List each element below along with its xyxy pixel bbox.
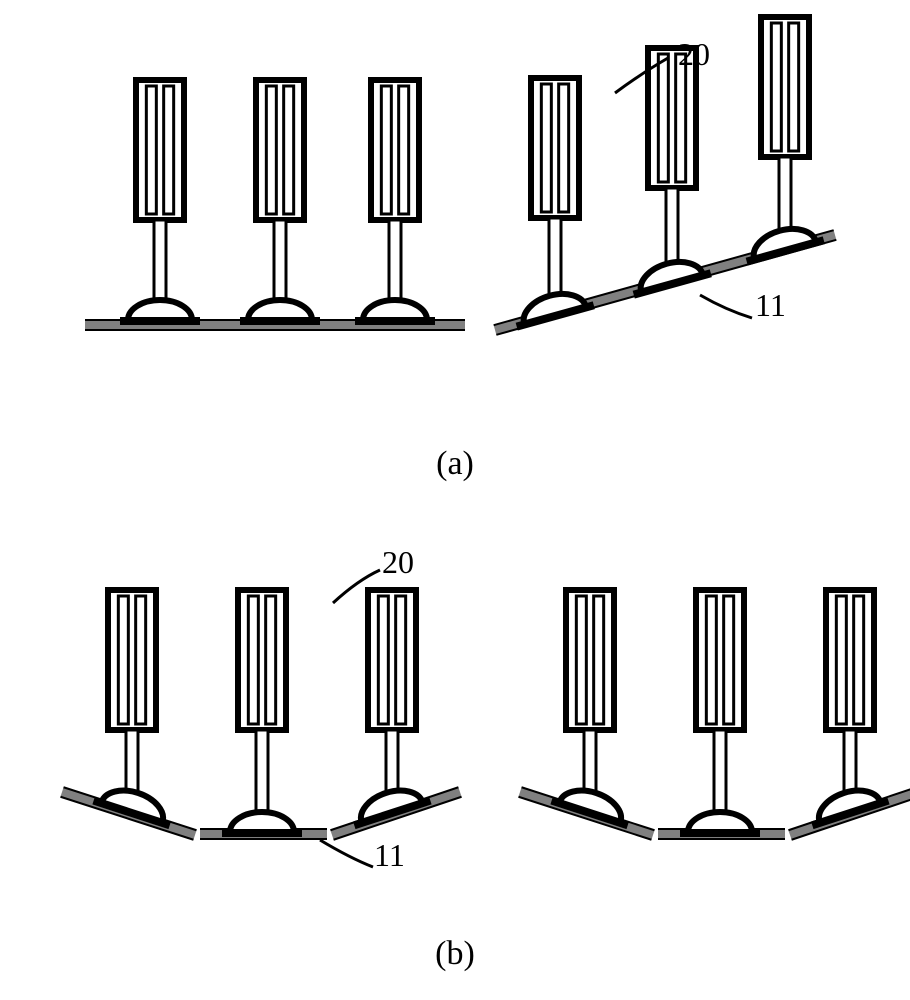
figure-svg [0, 0, 910, 1000]
label-11-b: 11 [374, 837, 405, 874]
label-11-a: 11 [755, 287, 786, 324]
label-20-a: 20 [678, 36, 710, 73]
diagram-page: (a) (b) 20 11 20 11 [0, 0, 910, 1000]
label-20-b: 20 [382, 544, 414, 581]
caption-b: (b) [0, 935, 910, 973]
caption-a: (a) [0, 445, 910, 483]
